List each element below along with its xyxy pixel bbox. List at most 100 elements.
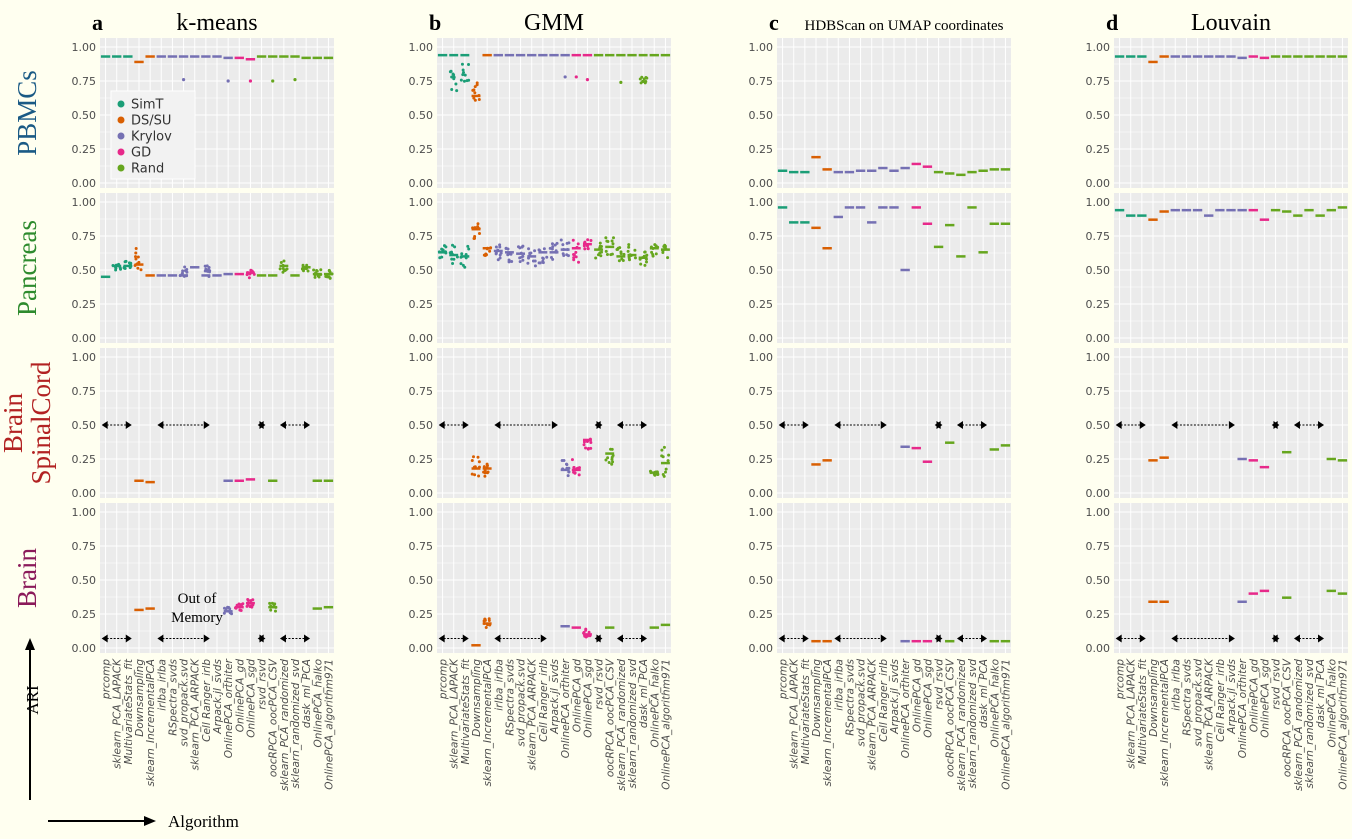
range-arrow-left: [778, 421, 785, 429]
data-point: [473, 91, 477, 95]
y-tick-label: 0.00: [72, 642, 97, 655]
data-point: [633, 256, 637, 260]
y-tick-label: 0.50: [72, 419, 97, 432]
x-tick-label: Cell Ranger_irlb: [1215, 659, 1227, 742]
x-tick-label: OnlinePCA_algorithm971: [1337, 659, 1349, 790]
x-tick-label: sklearn_PCA_LAPACK: [1126, 658, 1138, 769]
data-point: [577, 473, 581, 477]
y-tick-label: 0.75: [749, 230, 774, 243]
data-point: [498, 256, 502, 260]
y-tick-label: 0.25: [749, 298, 774, 311]
range-arrow-right: [936, 634, 943, 643]
range-arrow-left: [834, 634, 841, 643]
data-point: [246, 598, 250, 602]
legend-label: GD: [131, 146, 151, 161]
data-point: [136, 255, 140, 259]
y-tick-label: 0.00: [409, 177, 434, 190]
y-tick-label: 0.75: [409, 540, 434, 553]
range-arrow-left: [1293, 634, 1300, 643]
data-point: [510, 260, 514, 264]
out-of-memory-range: [279, 634, 311, 643]
data-point: [494, 245, 498, 249]
y-tick-label: 0.75: [749, 75, 774, 88]
x-tick-label: sklearn_randomized_svd: [1304, 659, 1316, 789]
out-of-memory-range: [101, 421, 132, 429]
data-point: [477, 474, 481, 478]
data-point: [626, 249, 630, 253]
out-of-memory-range: [494, 421, 558, 429]
data-point: [617, 259, 621, 263]
data-point: [583, 247, 587, 251]
data-point: [607, 461, 611, 465]
data-point: [582, 443, 586, 447]
panel-b-2: 0.00 0.25 0.50 0.75 1.00: [409, 193, 671, 345]
data-point: [609, 447, 613, 451]
data-point: [562, 253, 566, 257]
y-tick-label: 0.50: [1086, 264, 1111, 277]
data-point: [282, 259, 286, 263]
data-point: [562, 458, 566, 462]
x-tick-label: OnlinePCA_sgd: [922, 659, 934, 738]
range-arrow-right: [125, 421, 132, 429]
y-tick-label: 1.00: [72, 41, 97, 54]
range-arrow-left: [1293, 421, 1300, 429]
data-point: [577, 260, 581, 264]
panel-b-4: 0.00 0.25 0.50 0.75 1.00: [409, 503, 671, 655]
outlier-point: [181, 78, 186, 82]
data-point: [572, 253, 576, 257]
data-point: [574, 250, 578, 254]
x-tick-label: MultivariateStats_fit: [123, 658, 135, 764]
range-arrow-right: [880, 634, 887, 643]
x-tick-label: RSpectra_svds: [504, 658, 516, 735]
y-tick-label: 0.25: [1086, 143, 1111, 156]
out-of-memory-range: [157, 634, 210, 643]
data-point: [653, 473, 657, 477]
panel-d-2: 0.00 0.25 0.50 0.75 1.00: [1086, 193, 1348, 345]
data-point: [327, 268, 331, 272]
x-tick-label: RSpectra_svds: [167, 658, 179, 735]
x-tick-label: sklearn_PCA_LAPACK: [449, 658, 461, 769]
data-point: [473, 235, 477, 239]
data-point: [572, 258, 576, 262]
data-point: [651, 252, 655, 256]
data-point: [589, 446, 593, 450]
data-point: [572, 470, 576, 474]
y-tick-label: 0.75: [72, 230, 97, 243]
y-tick-label: 0.00: [1086, 642, 1111, 655]
data-point: [663, 245, 667, 249]
data-point: [604, 458, 608, 462]
out-of-memory-range: [594, 634, 603, 643]
data-point: [571, 238, 575, 242]
x-tick-label: OnlinePCA_halko: [989, 659, 1001, 747]
range-arrow-left: [1171, 421, 1178, 429]
legend-label: Krylov: [131, 130, 172, 145]
data-point: [507, 259, 511, 263]
range-arrow-right: [1139, 634, 1146, 643]
data-point: [477, 97, 481, 101]
row-label: PBMCs: [12, 70, 42, 156]
data-point: [328, 276, 332, 280]
y-tick-label: 0.50: [749, 109, 774, 122]
data-point: [644, 260, 648, 264]
range-arrow-right: [802, 421, 809, 429]
x-tick-label: sklearn_PCA_LAPACK: [789, 658, 801, 769]
data-point: [504, 246, 508, 250]
outlier-point: [271, 79, 275, 83]
x-tick-label: OnlinePCA_gd: [571, 659, 583, 733]
out-of-memory-range: [934, 421, 943, 429]
y-tick-label: 0.00: [72, 332, 97, 345]
data-point: [279, 261, 283, 265]
panel-d-4: 0.00 0.25 0.50 0.75 1.00: [1086, 503, 1348, 655]
range-arrow-left: [1115, 634, 1122, 643]
data-point: [661, 455, 665, 459]
range-arrow-right: [1318, 634, 1325, 643]
range-arrow-right: [1318, 421, 1325, 429]
legend-label: Rand: [131, 162, 164, 177]
data-point: [134, 246, 138, 250]
outlier-point: [563, 75, 567, 79]
y-tick-label: 0.25: [1086, 608, 1111, 621]
range-arrow-left: [438, 634, 445, 643]
x-tick-label: sklearn_randomized_svd: [627, 659, 639, 789]
data-point: [654, 244, 658, 248]
x-tick-label: OnlinePCA_algorithm971: [660, 659, 672, 790]
